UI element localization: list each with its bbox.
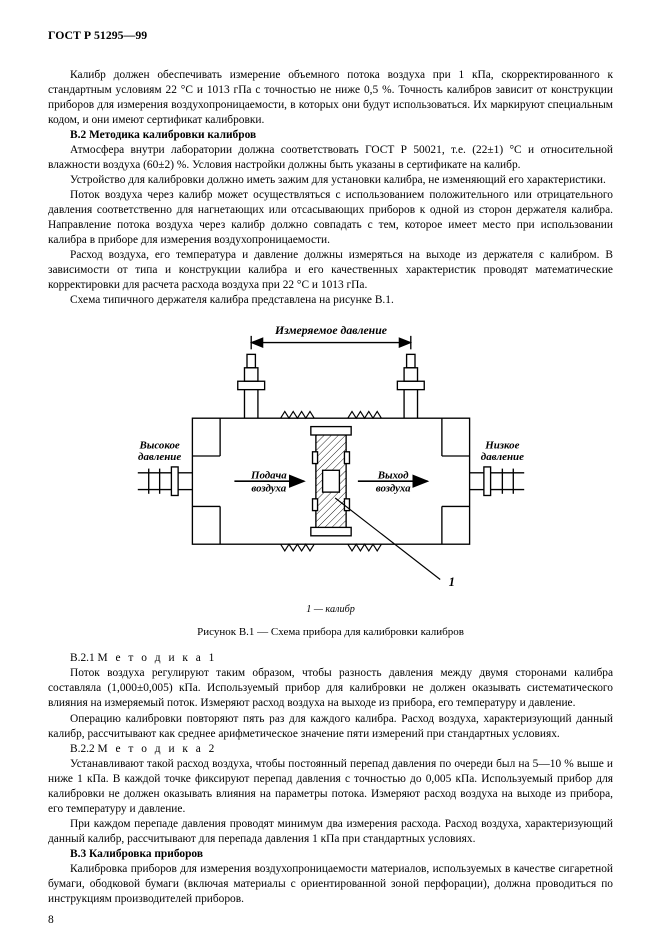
section-b3-title: В.3 Калибровка приборов [48,847,613,862]
b22-p2: При каждом перепаде давления проводят ми… [48,817,613,847]
section-b2-num: В.2 [70,129,86,141]
figure-legend: 1 — калибр [121,603,541,616]
b22-num: В.2.2 [70,743,95,755]
b2-p4: Расход воздуха, его температура и давлен… [48,248,613,293]
figure-svg: Измеряемое давление [121,316,541,596]
label-air-in-1: Подача [249,470,286,482]
callout-1: 1 [448,576,454,590]
label-low-pressure-1: Низкое [484,440,519,452]
b21-num: В.2.1 [70,652,95,664]
b22-label: М е т о д и к а 2 [98,743,217,755]
figure-b1: Измеряемое давление [121,316,541,617]
label-high-pressure-2: давление [138,452,181,464]
section-b2-title: В.2 Методика калибровки калибров [48,128,613,143]
page-number: 8 [48,913,613,928]
figure-caption: Рисунок В.1 — Схема прибора для калибров… [48,625,613,640]
b3-p1: Калибровка приборов для измерения воздух… [48,862,613,907]
label-air-out-2: воздуха [375,483,410,495]
b2-p1: Атмосфера внутри лаборатории должна соот… [48,143,613,173]
b3-label: Калибровка приборов [86,848,203,860]
label-air-out-1: Выход [376,470,408,482]
b21-label: М е т о д и к а 1 [98,652,217,664]
label-air-in-2: воздуха [251,483,286,495]
b21-p2: Операцию калибровки повторяют пять раз д… [48,712,613,742]
label-low-pressure-2: давление [480,452,523,464]
label-high-pressure-1: Высокое [138,440,179,452]
label-measured-pressure: Измеряемое давление [274,325,387,338]
section-b21-title: В.2.1 М е т о д и к а 1 [48,651,613,666]
section-b2-label: Методика калибровки калибров [86,129,256,141]
document-standard-code: ГОСТ Р 51295—99 [48,28,613,44]
intro-paragraph: Калибр должен обеспечивать измерение объ… [48,68,613,128]
b2-p3: Поток воздуха через калибр может осущест… [48,188,613,248]
b2-p2: Устройство для калибровки должно иметь з… [48,173,613,188]
b2-p5: Схема типичного держателя калибра предст… [48,293,613,308]
b3-num: В.3 [70,848,86,860]
b21-p1: Поток воздуха регулируют таким образом, … [48,666,613,711]
section-b22-title: В.2.2 М е т о д и к а 2 [48,742,613,757]
b22-p1: Устанавливают такой расход воздуха, чтоб… [48,757,613,817]
